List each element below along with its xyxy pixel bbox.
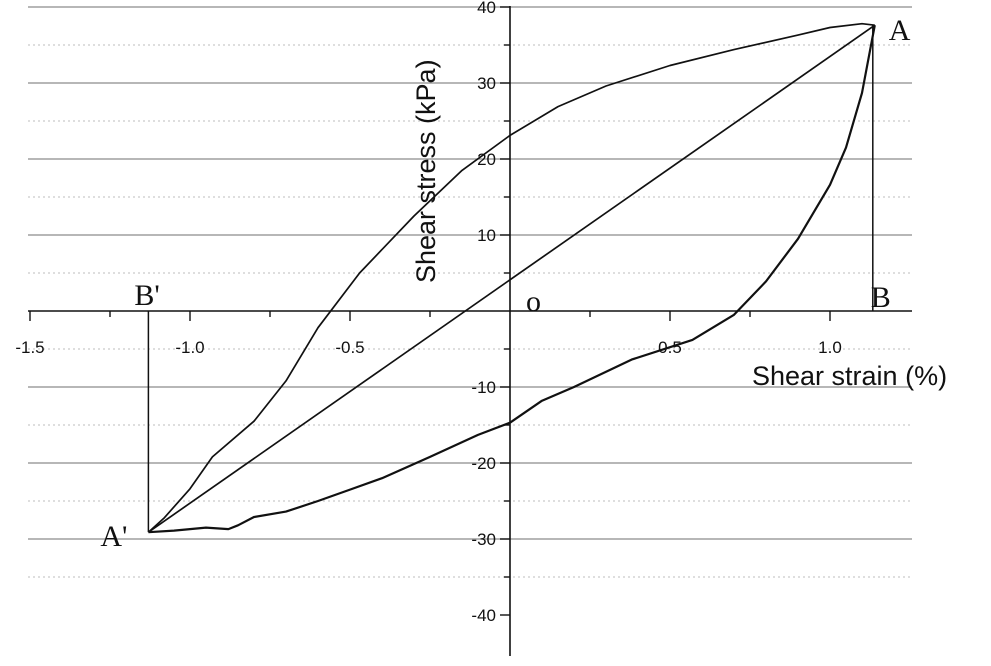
point-label: A (889, 14, 911, 47)
x-tick-label: -1.0 (175, 338, 204, 357)
guide-lines (147, 25, 874, 533)
point-labels: A B A' B' o (100, 14, 910, 553)
point-label: o (526, 285, 541, 318)
secant-line (147, 24, 876, 533)
grid-lines (28, 6, 912, 578)
y-tick-label: -10 (471, 378, 496, 397)
x-axis-title: Shear strain (%) (752, 361, 947, 391)
x-tick-label: -1.5 (15, 338, 44, 357)
unloading-branch-line (148, 24, 876, 534)
y-tick-label: 20 (477, 150, 496, 169)
y-tick-label: 40 (477, 0, 496, 17)
y-tick-label: -20 (471, 454, 496, 473)
loading-branch-line (147, 22, 875, 533)
y-tick-label: -30 (471, 530, 496, 549)
point-label: B' (134, 279, 159, 312)
y-tick-label: 10 (477, 226, 496, 245)
y-tick-label: -40 (471, 606, 496, 625)
data-series (147, 22, 876, 534)
point-label: B (871, 281, 891, 314)
axes (28, 6, 912, 656)
x-tick-label: 1.0 (818, 338, 842, 357)
y-axis-title: Shear stress (kPa) (411, 59, 441, 283)
point-label: A' (100, 520, 127, 553)
x-tick-label: -0.5 (335, 338, 364, 357)
y-tick-label: 30 (477, 74, 496, 93)
